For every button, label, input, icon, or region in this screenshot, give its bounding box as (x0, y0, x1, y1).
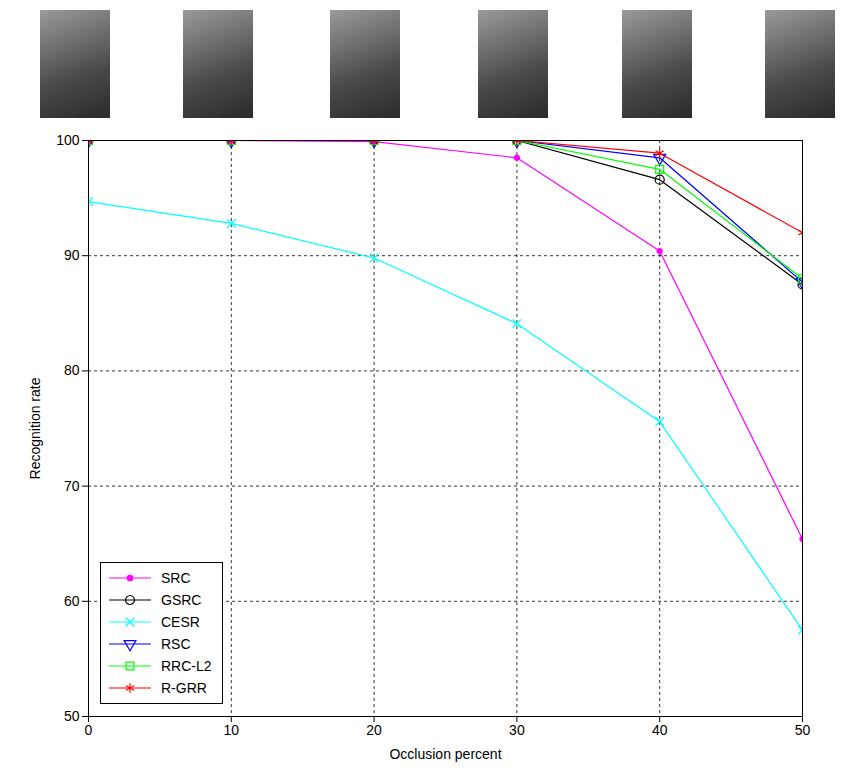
html-text:RSC: RSC (161, 636, 191, 652)
svg-text:80: 80 (64, 362, 80, 378)
html-text:GSRC: GSRC (161, 592, 202, 608)
svg-text:0: 0 (85, 722, 93, 738)
svg-text:100: 100 (56, 132, 80, 148)
svg-text:50: 50 (64, 708, 80, 724)
html-text:RRC-L2: RRC-L2 (161, 658, 212, 674)
svg-text:40: 40 (652, 722, 668, 738)
svg-text:10: 10 (224, 722, 240, 738)
svg-text:50: 50 (795, 722, 811, 738)
svg-text:70: 70 (64, 478, 80, 494)
html-text:R-GRR: R-GRR (161, 680, 207, 696)
html-text:CESR: CESR (161, 614, 200, 630)
svg-text:20: 20 (366, 722, 382, 738)
svg-text:Occlusion percent: Occlusion percent (389, 746, 501, 762)
svg-text:90: 90 (64, 247, 80, 263)
html-text:SRC: SRC (161, 570, 191, 586)
svg-text:30: 30 (509, 722, 525, 738)
svg-text:Recognition rate: Recognition rate (27, 377, 43, 479)
svg-text:60: 60 (64, 593, 80, 609)
